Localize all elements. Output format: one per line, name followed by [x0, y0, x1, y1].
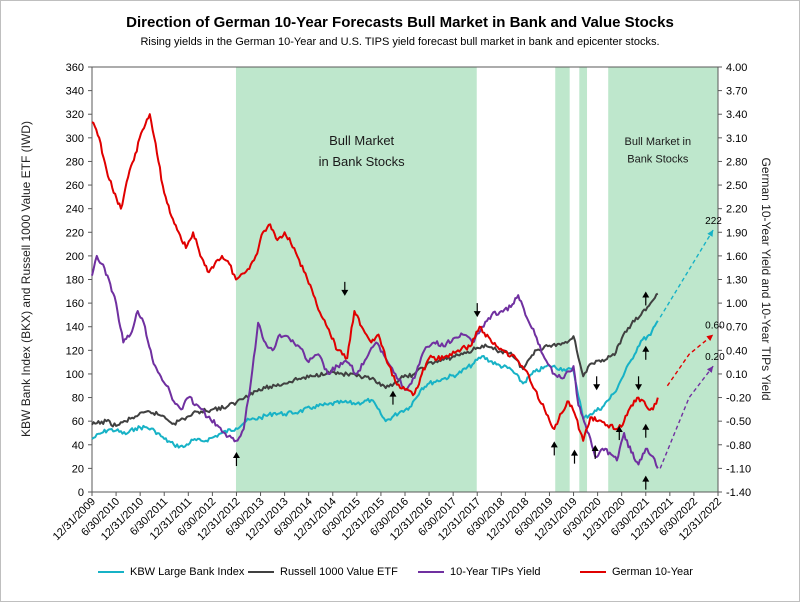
y2-tick-label-5: 0.10	[726, 369, 747, 381]
y-tick-label-10: 200	[66, 251, 84, 263]
y2-tick-label-18: 4.00	[726, 62, 747, 74]
y-tick-label-17: 340	[66, 86, 84, 98]
y2-tick-label-7: 0.70	[726, 322, 747, 334]
arrow-head-13	[642, 475, 650, 482]
chart-subtitle: Rising yields in the German 10-Year and …	[140, 36, 660, 48]
y-axis-label: KBW Bank Index (BKX) and Russell 1000 Va…	[19, 121, 33, 437]
legend-label-0: KBW Large Bank Index	[130, 566, 245, 578]
y2-tick-label-16: 3.40	[726, 109, 747, 121]
arrow-head-7	[591, 444, 599, 451]
legend-swatch-0	[98, 571, 124, 573]
legend-swatch-3	[580, 571, 606, 573]
forecast-line-1	[666, 334, 714, 387]
y-tick-label-5: 100	[66, 369, 84, 381]
y2-tick-label-11: 1.90	[726, 227, 747, 239]
arrow-head-1	[341, 289, 349, 296]
annotation-0: Bull Market	[329, 133, 394, 148]
annotation-3: Bank Stocks	[627, 154, 689, 166]
shaded-period-2	[579, 67, 588, 492]
forecast-label-1: 0.60	[705, 321, 725, 332]
series-line-0	[91, 320, 659, 449]
y-tick-label-16: 320	[66, 109, 84, 121]
legend-label-3: German 10-Year	[612, 566, 693, 578]
y-tick-label-9: 180	[66, 275, 84, 287]
y2-axis-label: German 10-Year Yield and 10-Year TIPs Yi…	[759, 157, 773, 400]
legend-item-2: 10-Year TIPs Yield	[418, 566, 541, 578]
legend-label-2: 10-Year TIPs Yield	[450, 566, 541, 578]
legend-item-1: Russell 1000 Value ETF	[248, 566, 398, 578]
y-tick-label-1: 20	[72, 463, 84, 475]
arrow-head-11	[642, 345, 650, 352]
series-line-3	[91, 113, 659, 442]
y-tick-label-7: 140	[66, 322, 84, 334]
legend-swatch-1	[248, 571, 274, 573]
forecast-label-2: 0.20	[705, 352, 725, 363]
series-line-1	[91, 292, 659, 428]
arrow-head-5	[571, 449, 579, 456]
y-tick-label-14: 280	[66, 156, 84, 168]
shaded-period-1	[555, 67, 570, 492]
forecast-arrowhead-0	[707, 229, 714, 237]
y-tick-label-3: 60	[72, 416, 84, 428]
arrow-head-6	[593, 384, 601, 391]
shaded-period-0	[235, 67, 477, 492]
legend-item-0: KBW Large Bank Index	[98, 566, 244, 578]
arrow-head-8	[615, 426, 623, 433]
y2-tick-label-15: 3.10	[726, 133, 747, 145]
y-tick-label-4: 80	[72, 393, 84, 405]
arrow-head-10	[642, 291, 650, 298]
y2-tick-label-12: 2.20	[726, 204, 747, 216]
arrow-head-4	[550, 441, 558, 448]
forecast-label-0: 222	[705, 216, 722, 227]
y2-tick-label-4: -0.20	[726, 393, 751, 405]
y2-tick-label-6: 0.40	[726, 345, 747, 357]
y2-tick-label-13: 2.50	[726, 180, 747, 192]
y2-tick-label-9: 1.30	[726, 275, 747, 287]
series-line-2	[91, 254, 659, 469]
annotation-2: Bull Market in	[624, 136, 691, 148]
y-tick-label-13: 260	[66, 180, 84, 192]
y2-tick-label-17: 3.70	[726, 86, 747, 98]
y-tick-label-18: 360	[66, 62, 84, 74]
chart-title: Direction of German 10-Year Forecasts Bu…	[126, 14, 674, 31]
forecast-lines: 222 0.60 0.20	[659, 216, 725, 469]
arrow-head-12	[642, 423, 650, 430]
arrow-head-3	[473, 311, 481, 318]
legend: KBW Large Bank Index Russell 1000 Value E…	[0, 566, 800, 586]
arrow-head-2	[389, 390, 397, 397]
y2-tick-label-10: 1.60	[726, 251, 747, 263]
y-tick-label-8: 160	[66, 298, 84, 310]
arrow-head-9	[635, 384, 643, 391]
y-tick-label-6: 120	[66, 345, 84, 357]
y2-tick-label-8: 1.00	[726, 298, 747, 310]
shaded-period-3	[608, 67, 718, 492]
legend-item-3: German 10-Year	[580, 566, 693, 578]
forecast-arrowhead-1	[706, 334, 714, 341]
y-tick-label-0: 0	[78, 487, 84, 499]
y2-tick-label-2: -0.80	[726, 440, 751, 452]
y2-tick-label-0: -1.40	[726, 487, 751, 499]
y-tick-label-12: 240	[66, 204, 84, 216]
y-tick-label-2: 40	[72, 440, 84, 452]
series-lines	[91, 113, 659, 469]
forecast-line-0	[659, 229, 714, 318]
forecast-arrowhead-2	[706, 366, 714, 373]
y2-tick-label-1: -1.10	[726, 463, 751, 475]
arrow-markers	[232, 281, 650, 490]
y-tick-label-15: 300	[66, 133, 84, 145]
annotations: Bull Market in Bank Stocks Bull Market in B…	[319, 133, 691, 169]
annotation-1: in Bank Stocks	[319, 154, 405, 169]
y2-tick-label-14: 2.80	[726, 156, 747, 168]
legend-swatch-2	[418, 571, 444, 573]
y2-tick-label-3: -0.50	[726, 416, 751, 428]
y-tick-label-11: 220	[66, 227, 84, 239]
arrow-head-0	[232, 452, 240, 459]
legend-label-1: Russell 1000 Value ETF	[280, 566, 398, 578]
shaded-periods	[235, 67, 718, 492]
